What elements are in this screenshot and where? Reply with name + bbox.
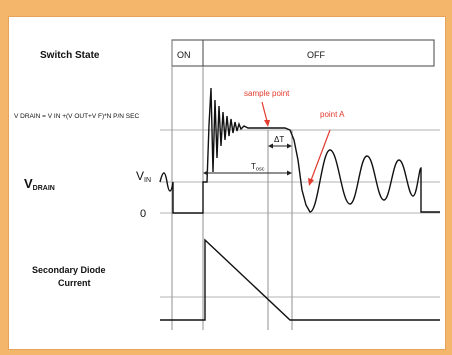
vin-sub: IN: [144, 177, 151, 184]
vdrain-sub: DRAIN: [33, 185, 55, 192]
t-osc-label: Tosc: [251, 162, 265, 173]
secondary-diode-label-line2: Current: [58, 278, 91, 288]
sample-point-label: sample point: [244, 89, 290, 98]
t-osc-arrow-head-right: [287, 170, 292, 176]
point-a-arrow: [309, 129, 331, 184]
state-on-label: ON: [177, 50, 191, 60]
drain-voltage-waveform: [159, 87, 440, 214]
point-a-label: point A: [320, 110, 345, 119]
secondary-diode-current-waveform: [160, 238, 440, 321]
state-off-label: OFF: [307, 50, 325, 60]
delta-t-label: ΔT: [274, 135, 284, 144]
delta-t-arrow-head-left: [268, 143, 273, 149]
secondary-diode-label-line1: Secondary Diode: [32, 265, 106, 275]
switch-state-bar: [171, 39, 435, 67]
vin-main: V: [136, 169, 144, 183]
vdrain-main: V: [24, 176, 33, 191]
vin-label: VIN: [136, 169, 151, 184]
sample-point-arrow-head: [264, 120, 270, 127]
zero-label: 0: [140, 208, 146, 220]
t-osc-main: T: [251, 162, 256, 171]
diagram-panel: [8, 16, 446, 350]
vdrain-label: VDRAIN: [24, 176, 55, 192]
t-osc-arrow-head-left: [203, 170, 208, 176]
vdrain-formula-label: V DRAIN = V IN +(V OUT+V F)*N P/N SEC: [14, 113, 139, 120]
switch-state-label: Switch State: [40, 50, 100, 61]
delta-t-arrow-head-right: [287, 143, 292, 149]
point-a-arrow-head: [308, 178, 314, 186]
t-osc-sub: osc: [256, 167, 265, 173]
